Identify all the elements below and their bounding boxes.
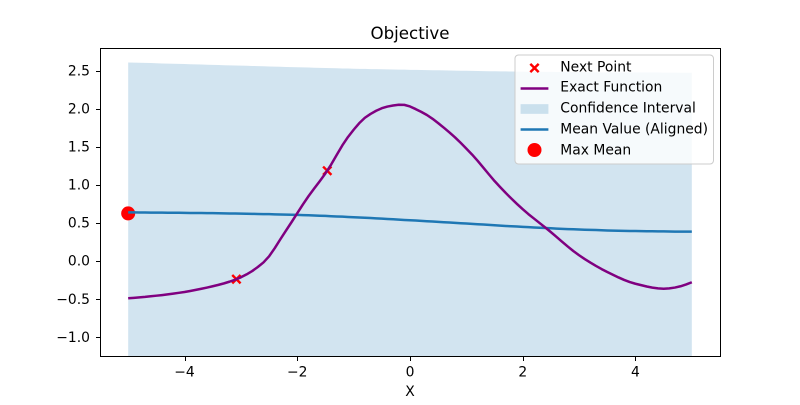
y-tick-5 [96,147,100,148]
x-tick-0 [185,357,186,361]
y-tick-6 [96,109,100,110]
legend-label-1: Exact Function [560,80,662,96]
legend-handle-patch [520,104,549,114]
legend-label-0: Next Point [560,60,632,76]
legend-frame [514,54,714,165]
top-spine [100,48,721,49]
x-tick-label-4: 4 [631,365,640,381]
y-tick-label-1: −0.5 [56,292,90,308]
y-tick-0 [96,337,100,338]
x-tick-label-0: −4 [174,365,195,381]
legend-handle-dot [527,143,542,157]
axes-spines [100,48,721,357]
x-tick-label-2: 0 [406,365,415,381]
exact-function-line [128,103,693,300]
right-spine [720,48,721,357]
legend-label-4: Max Mean [560,143,631,159]
y-tick-7 [96,71,100,72]
mean-value-line [128,211,692,233]
y-tick-label-3: 0.5 [68,216,90,232]
x-tick-label-3: 2 [518,365,527,381]
x-tick-1 [297,357,298,361]
legend-label-3: Mean Value (Aligned) [560,122,708,138]
y-tick-1 [96,299,100,300]
legend-handle-x-marker [529,62,540,74]
y-tick-2 [96,261,100,262]
y-tick-4 [96,185,100,186]
y-tick-label-7: 2.5 [68,64,90,80]
x-tick-4 [635,357,636,361]
x-tick-label-1: −2 [287,365,307,381]
chart-title: Objective [371,24,450,43]
legend-label-2: Confidence Interval [560,101,696,117]
y-tick-label-2: 0.0 [68,254,90,270]
left-spine [100,48,101,357]
y-tick-label-4: 1.0 [68,178,90,194]
x-tick-2 [410,357,411,361]
y-tick-3 [96,223,100,224]
y-tick-label-6: 2.0 [68,102,90,118]
bottom-spine [100,356,721,357]
x-tick-3 [523,357,524,361]
legend: Next Point Exact Function Confidence Inter… [514,54,714,165]
y-tick-label-5: 1.5 [68,140,90,156]
x-axis-label: X [405,384,415,400]
y-tick-label-0: −1.0 [56,330,90,346]
